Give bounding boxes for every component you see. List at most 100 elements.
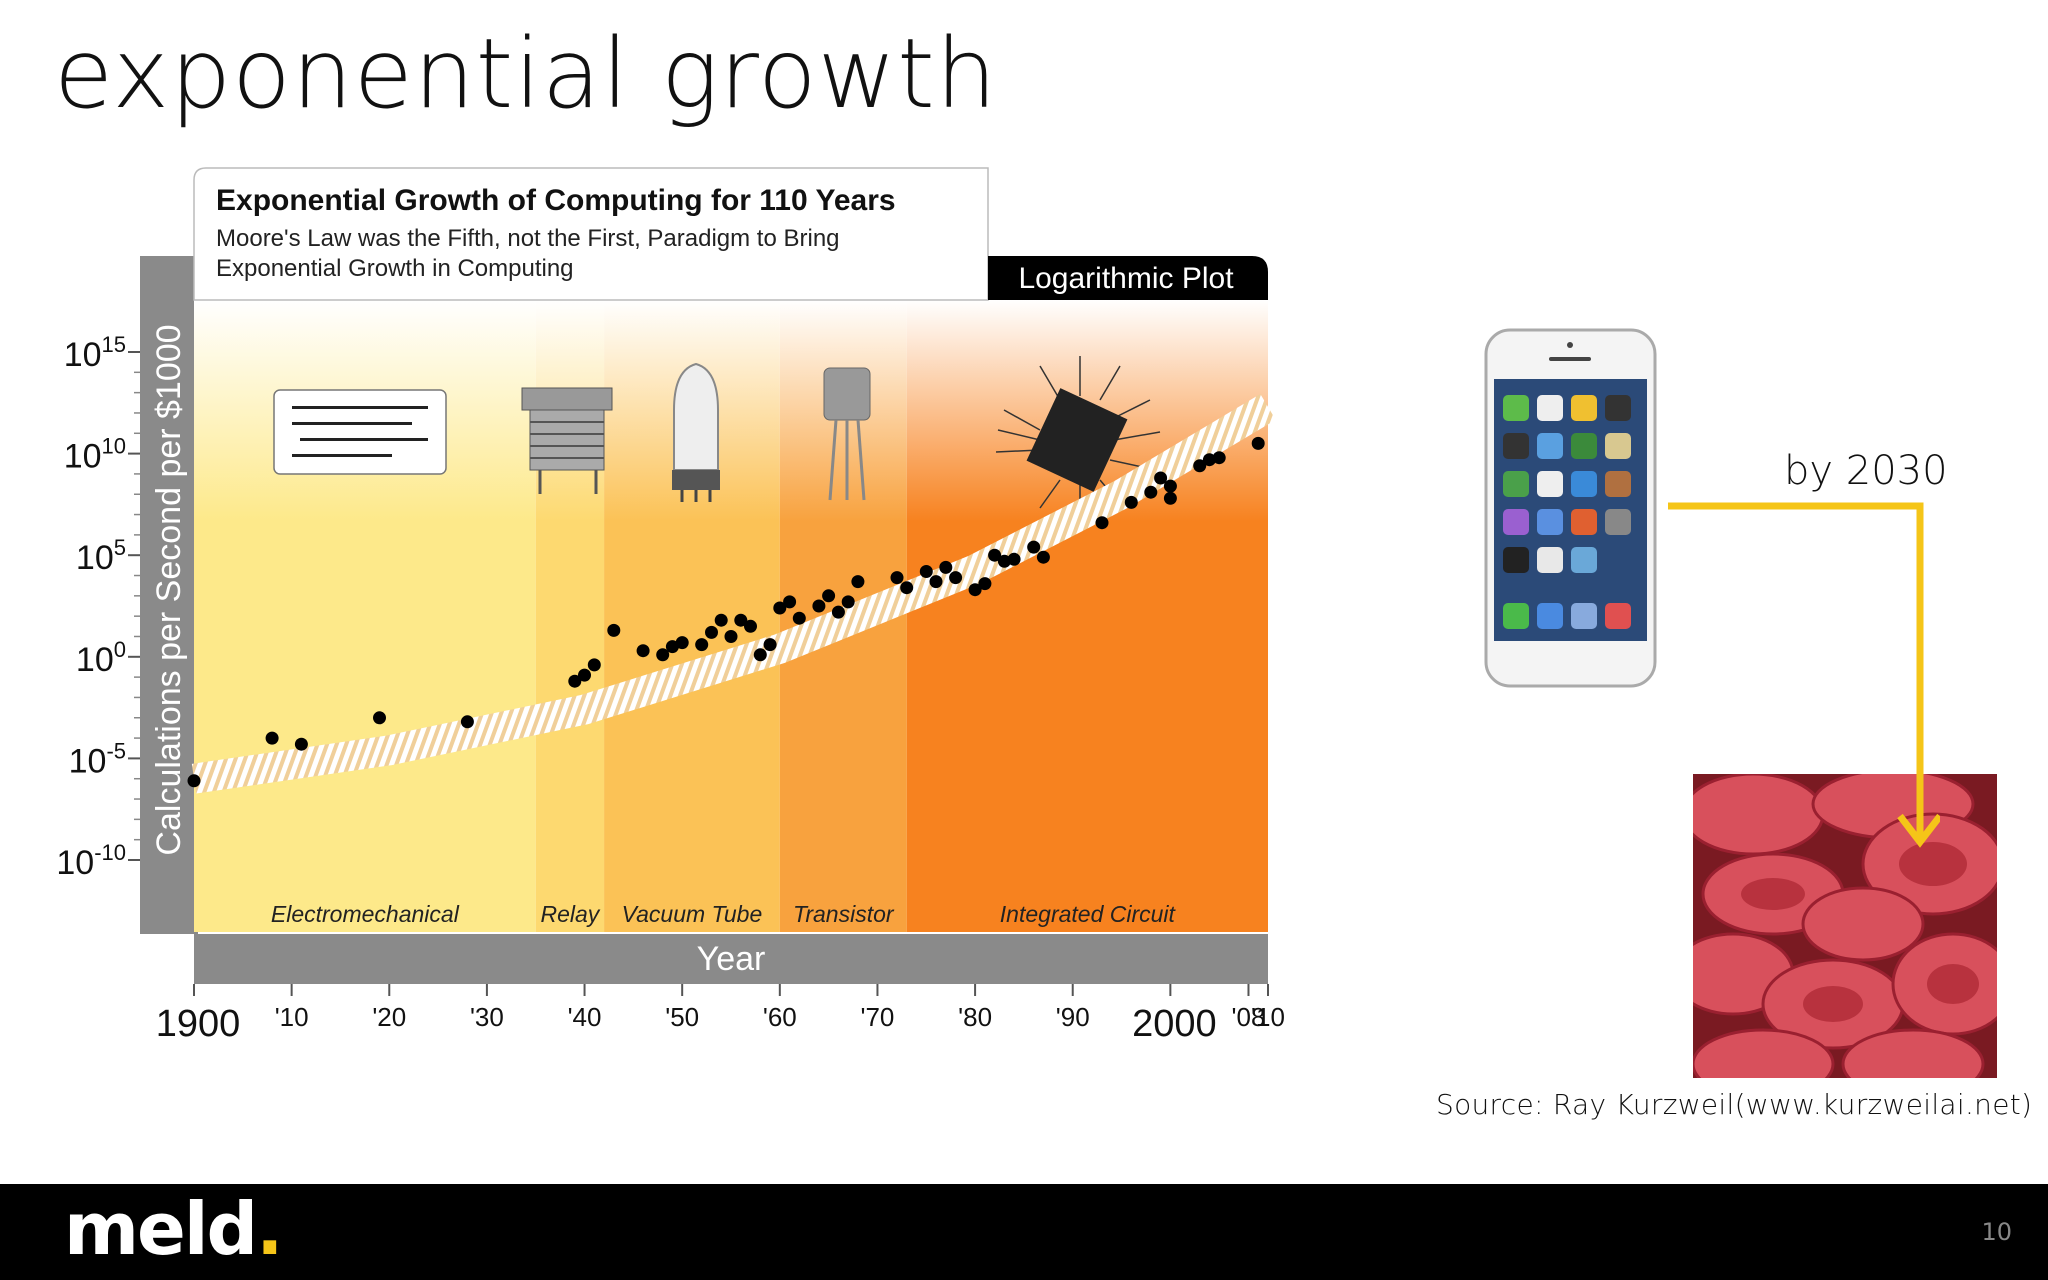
x-tick: '50 [665, 984, 699, 1032]
data-point [1163, 479, 1177, 493]
data-point [792, 611, 806, 625]
era-label: Vacuum Tube [622, 901, 763, 927]
data-point [919, 565, 933, 578]
data-point [968, 583, 982, 597]
x-tick: '10 [1251, 984, 1285, 1032]
data-point [1193, 459, 1207, 473]
x-axis-ticks: 1900'10'20'30'40'50'60'70'80'90 2000'08'1… [156, 984, 1285, 1045]
era-label: Electromechanical [271, 901, 460, 927]
x-tick-label: 1900 [156, 1003, 241, 1045]
x-tick-label: '20 [372, 1002, 406, 1032]
y-tick-label: 10-10 [56, 840, 126, 882]
data-point [939, 560, 953, 574]
era-label: Integrated Circuit [1000, 901, 1177, 927]
data-point [636, 644, 650, 658]
x-tick: '08 [1232, 984, 1265, 1032]
x-axis-band [194, 934, 1268, 984]
punch-card-icon [273, 389, 447, 475]
data-point [753, 648, 767, 662]
data-point [587, 658, 601, 672]
data-point [1036, 550, 1050, 564]
data-point [607, 623, 621, 637]
log-badge-text: Logarithmic Plot [1018, 262, 1234, 295]
x-tick: '10 [275, 984, 309, 1032]
x-axis-label: Year [697, 940, 766, 978]
data-point [1007, 552, 1021, 566]
data-point [1027, 540, 1041, 554]
data-point [744, 619, 757, 633]
data-point [1202, 453, 1216, 467]
y-tick-label: 1015 [64, 332, 126, 374]
x-tick-label: '80 [958, 1002, 992, 1032]
data-point [900, 581, 914, 595]
data-point [841, 595, 855, 609]
relay-icon [521, 387, 613, 494]
data-point [1251, 436, 1265, 450]
x-tick: '40 [568, 984, 602, 1032]
y-tick-label: 105 [76, 535, 126, 577]
data-point [997, 554, 1011, 568]
data-point [568, 674, 582, 688]
data-point [705, 625, 718, 639]
x-tick-label: '50 [665, 1002, 699, 1032]
x-tick: '70 [861, 984, 894, 1032]
data-point [988, 548, 1002, 562]
data-point [187, 774, 201, 788]
y-axis-label: Calculations per Second per $1000 [150, 324, 188, 855]
era-band [906, 300, 1268, 932]
meld-logo-dot: . [256, 1187, 283, 1271]
data-point [714, 613, 728, 627]
data-point [831, 605, 845, 619]
y-tick: 10-10 [56, 840, 140, 882]
y-tick: 1015 [64, 332, 140, 374]
x-tick-label: 2000 [1132, 1003, 1217, 1045]
x-tick-label: '10 [1251, 1002, 1285, 1032]
annotation-by-2030: by 2030 [1784, 448, 1948, 494]
chart-subtitle-line-1: Moore's Law was the Fifth, not the First… [216, 225, 840, 252]
computing-growth-chart: Calculations per Second per $1000 Expone… [56, 167, 1285, 1045]
footer-bar [0, 1184, 2048, 1280]
title-box [193, 167, 989, 301]
x-tick-label: '30 [470, 1002, 504, 1032]
page-number: 10 [1981, 1218, 2012, 1246]
vacuum-tube-icon [672, 362, 720, 502]
source-citation: Source: Ray Kurzweil(www.kurzweilai.net) [1436, 1088, 2033, 1121]
smartphone-image [1484, 328, 1657, 688]
data-point [1154, 471, 1168, 485]
arrow-connector [1668, 502, 1940, 848]
data-point [1144, 485, 1158, 499]
data-point [675, 636, 689, 650]
transistor-icon [823, 367, 871, 501]
data-point [822, 589, 836, 603]
data-point [1212, 451, 1226, 465]
y-axis-band [140, 256, 198, 934]
era-label: Relay [540, 901, 600, 927]
data-point [929, 575, 943, 589]
x-tick-label: '60 [763, 1002, 797, 1032]
x-tick: 2000 [1132, 984, 1217, 1045]
data-point [695, 638, 709, 652]
data-points [187, 436, 1265, 788]
y-tick: 100 [76, 637, 140, 679]
data-point [294, 737, 308, 751]
era-labels: Electromechanical Relay Vacuum Tube Transis… [271, 901, 1177, 927]
x-tick-label: '10 [275, 1002, 309, 1032]
meld-logo: meld. [64, 1187, 283, 1271]
data-point [265, 731, 279, 745]
x-tick: '90 [1056, 984, 1090, 1032]
x-tick: '80 [958, 984, 992, 1032]
y-tick-label: 10-5 [69, 738, 126, 780]
y-tick-label: 1010 [64, 434, 126, 476]
data-point [763, 638, 777, 652]
chart-subtitle-line-2: Exponential Growth in Computing [216, 255, 574, 282]
x-tick-label: '90 [1056, 1002, 1090, 1032]
data-point [724, 630, 738, 643]
x-tick: 1900 [156, 984, 241, 1045]
x-tick: '20 [372, 984, 406, 1032]
y-tick: 105 [76, 535, 140, 577]
x-tick-label: '40 [568, 1002, 602, 1032]
red-blood-cells-image [1693, 774, 1997, 1078]
chart-title: Exponential Growth of Computing for 110 … [216, 184, 896, 217]
data-point [1163, 491, 1177, 505]
y-tick-label: 100 [76, 637, 126, 679]
